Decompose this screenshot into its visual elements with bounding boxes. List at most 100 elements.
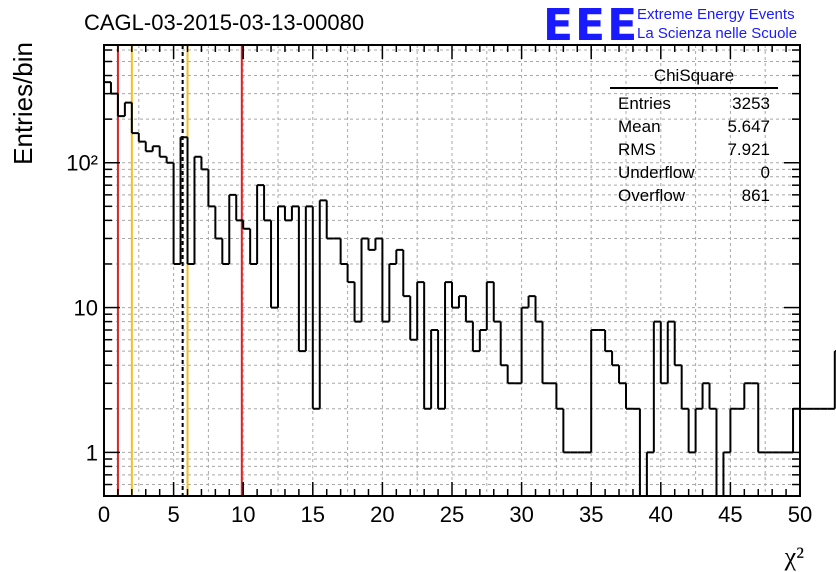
histogram-bin bbox=[186, 137, 195, 265]
x-tick-label: 0 bbox=[98, 502, 110, 527]
eee-logo: EEE bbox=[543, 4, 639, 48]
stats-label: Mean bbox=[618, 117, 661, 136]
histogram-bin bbox=[611, 351, 620, 367]
y-tick-label: 10 bbox=[74, 296, 98, 321]
stats-value: 0 bbox=[760, 163, 770, 182]
histogram-bin bbox=[708, 383, 717, 410]
stats-label: RMS bbox=[618, 140, 656, 159]
histogram-bin bbox=[172, 162, 181, 265]
histogram-bin bbox=[743, 382, 752, 409]
x-tick-label: 50 bbox=[788, 502, 812, 527]
histogram-bin bbox=[645, 451, 654, 496]
histogram-bin bbox=[228, 193, 237, 264]
histogram-bin bbox=[652, 320, 661, 453]
histogram-bin bbox=[520, 306, 529, 384]
x-axis-label: χ² bbox=[784, 542, 805, 571]
histogram-bin bbox=[311, 206, 320, 410]
histogram-bin bbox=[534, 296, 543, 323]
histogram-bin bbox=[423, 282, 432, 410]
histogram-bin bbox=[457, 295, 466, 308]
histogram-bin bbox=[235, 194, 244, 222]
histogram-bin bbox=[673, 321, 682, 367]
histogram-bin bbox=[325, 200, 334, 240]
logo-line-2: La Scienza nelle Scuole bbox=[637, 25, 798, 42]
histogram-bin bbox=[214, 206, 223, 240]
histogram-bin bbox=[451, 282, 459, 309]
stats-row: Underflow 0 bbox=[610, 161, 778, 184]
histogram-bin bbox=[604, 330, 613, 353]
histogram-bin bbox=[346, 263, 355, 284]
histogram-bin bbox=[109, 82, 118, 95]
histogram-bin bbox=[694, 407, 703, 453]
stats-row: Mean 5.647 bbox=[610, 115, 778, 138]
histogram-bin bbox=[130, 102, 139, 135]
histogram-bin bbox=[277, 205, 285, 308]
histogram-bin bbox=[388, 262, 397, 322]
chart-title: CAGL-03-2015-03-13-00080 bbox=[84, 10, 365, 35]
histogram-bin bbox=[256, 184, 265, 264]
histogram-bin bbox=[792, 407, 800, 453]
histogram-bin bbox=[625, 383, 633, 410]
stats-title: ChiSquare bbox=[610, 66, 778, 89]
histogram-bin bbox=[193, 155, 202, 264]
stats-value: 3253 bbox=[732, 94, 770, 113]
histogram-bin bbox=[701, 382, 710, 409]
histogram-bin bbox=[402, 249, 411, 298]
histogram-bin bbox=[506, 365, 515, 385]
histogram-bin bbox=[242, 220, 251, 230]
histogram-bin bbox=[729, 407, 738, 453]
histogram-bin bbox=[437, 330, 446, 410]
stats-label: Entries bbox=[618, 94, 671, 113]
histogram-bin bbox=[144, 141, 153, 153]
x-tick-label: 5 bbox=[167, 502, 179, 527]
x-tick-label: 35 bbox=[579, 502, 603, 527]
histogram-bin bbox=[263, 185, 272, 222]
histogram-bin bbox=[687, 408, 696, 454]
histogram-bin bbox=[492, 282, 501, 323]
histogram-bin bbox=[555, 383, 564, 410]
stats-row: Entries 3253 bbox=[610, 92, 778, 115]
x-tick-label: 20 bbox=[370, 502, 394, 527]
x-tick-label: 15 bbox=[301, 502, 325, 527]
histogram-bin bbox=[659, 321, 668, 385]
stats-row: RMS 7.921 bbox=[610, 138, 778, 161]
stats-row: Overflow 861 bbox=[610, 184, 778, 207]
histogram-bin bbox=[158, 146, 167, 158]
histogram-bin bbox=[249, 228, 258, 265]
histogram-bin bbox=[416, 281, 425, 340]
stats-value: 5.647 bbox=[727, 117, 770, 136]
histogram-bin bbox=[290, 205, 299, 221]
histogram-bin bbox=[353, 282, 362, 323]
histogram-bin bbox=[541, 321, 550, 385]
histogram-bin bbox=[478, 329, 487, 352]
histogram-bin bbox=[409, 296, 418, 341]
x-tick-label: 10 bbox=[231, 502, 255, 527]
eee-logo-text: Extreme Energy Events La Scienza nelle S… bbox=[637, 5, 797, 43]
histogram-bin bbox=[499, 321, 508, 367]
histogram-bin bbox=[137, 133, 146, 143]
histogram-bin bbox=[165, 156, 174, 164]
x-tick-label: 40 bbox=[649, 502, 673, 527]
histogram-bin bbox=[444, 281, 452, 409]
eee-logo-mark: EEE bbox=[543, 0, 640, 51]
histogram-bin bbox=[381, 238, 390, 323]
histogram-bin bbox=[562, 408, 571, 454]
histogram-bin bbox=[618, 365, 626, 385]
histogram-bin bbox=[339, 238, 348, 265]
histogram-bin bbox=[395, 248, 404, 264]
histogram-bin bbox=[270, 220, 278, 309]
x-tick-label: 45 bbox=[718, 502, 742, 527]
y-tick-label: 10² bbox=[66, 151, 98, 176]
histogram-bin bbox=[116, 93, 125, 118]
stats-label: Underflow bbox=[618, 163, 695, 182]
histogram-bin bbox=[151, 145, 160, 152]
histogram-bin bbox=[297, 206, 306, 353]
histogram-bin bbox=[374, 237, 383, 250]
x-tick-label: 25 bbox=[440, 502, 464, 527]
histogram-bin bbox=[471, 321, 480, 353]
histogram-bin bbox=[207, 169, 216, 208]
histogram-bin bbox=[283, 206, 292, 222]
histogram-bin bbox=[179, 136, 188, 264]
histogram-bin bbox=[590, 329, 599, 453]
